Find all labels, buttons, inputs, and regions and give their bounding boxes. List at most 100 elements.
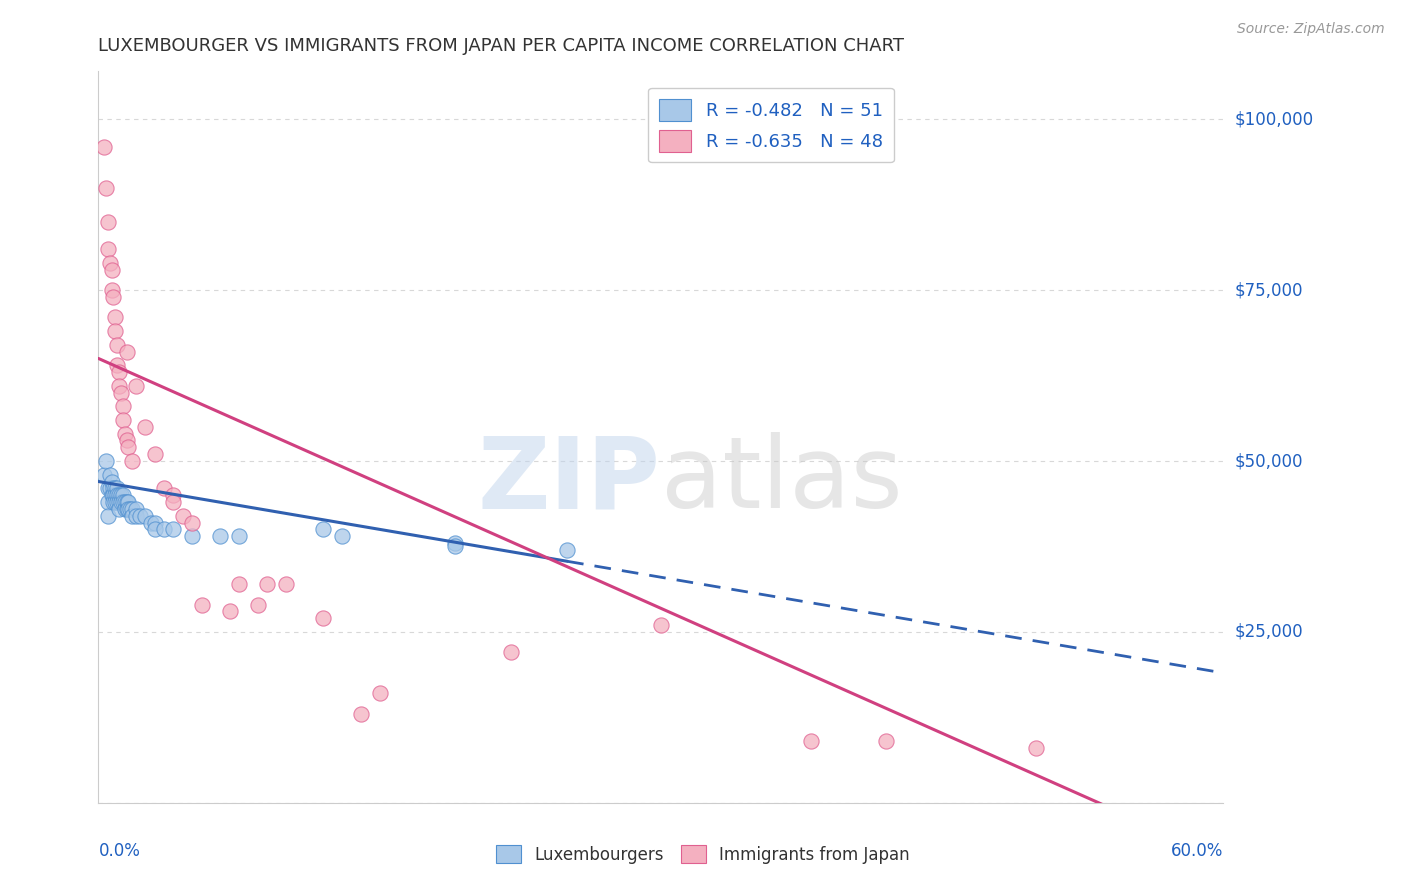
Point — [139, 516, 162, 530]
Point — [443, 540, 465, 554]
Point — [134, 420, 156, 434]
Point — [98, 481, 121, 495]
Point — [312, 611, 335, 625]
Point — [111, 488, 134, 502]
Point — [105, 359, 128, 373]
Point — [105, 481, 128, 495]
Text: atlas: atlas — [661, 433, 903, 530]
Text: $50,000: $50,000 — [1234, 452, 1303, 470]
Point — [115, 434, 138, 448]
Point — [100, 475, 122, 489]
Point — [108, 488, 131, 502]
Point — [93, 139, 115, 153]
Point — [153, 481, 176, 495]
Legend: R = -0.482   N = 51, R = -0.635   N = 48: R = -0.482 N = 51, R = -0.635 N = 48 — [648, 87, 894, 162]
Point — [94, 454, 117, 468]
Point — [108, 495, 131, 509]
Point — [114, 501, 136, 516]
Point — [274, 577, 297, 591]
Point — [108, 365, 131, 379]
Legend: Luxembourgers, Immigrants from Japan: Luxembourgers, Immigrants from Japan — [489, 838, 917, 871]
Point — [555, 542, 578, 557]
Point — [98, 467, 121, 482]
Point — [104, 495, 127, 509]
Point — [108, 379, 131, 393]
Point — [115, 344, 138, 359]
Point — [800, 734, 823, 748]
Point — [104, 481, 127, 495]
Point — [650, 618, 672, 632]
Point — [312, 522, 335, 536]
Point — [181, 516, 204, 530]
Point — [125, 379, 148, 393]
Point — [100, 283, 122, 297]
Point — [330, 529, 353, 543]
Point — [246, 598, 269, 612]
Point — [97, 215, 120, 229]
Point — [110, 495, 132, 509]
Point — [114, 495, 136, 509]
Point — [125, 501, 148, 516]
Point — [104, 310, 127, 325]
Point — [93, 467, 115, 482]
Text: $25,000: $25,000 — [1234, 623, 1303, 641]
Point — [100, 488, 122, 502]
Point — [103, 290, 125, 304]
Point — [499, 645, 522, 659]
Point — [111, 413, 134, 427]
Point — [162, 522, 184, 536]
Text: $75,000: $75,000 — [1234, 281, 1303, 299]
Point — [368, 686, 391, 700]
Point — [125, 508, 148, 523]
Text: 0.0%: 0.0% — [98, 842, 141, 860]
Point — [218, 604, 240, 618]
Text: $100,000: $100,000 — [1234, 111, 1313, 128]
Point — [98, 256, 121, 270]
Point — [105, 488, 128, 502]
Point — [111, 495, 134, 509]
Point — [105, 338, 128, 352]
Point — [105, 495, 128, 509]
Point — [162, 488, 184, 502]
Point — [103, 495, 125, 509]
Point — [103, 481, 125, 495]
Point — [104, 488, 127, 502]
Point — [117, 495, 139, 509]
Point — [228, 577, 250, 591]
Point — [172, 508, 194, 523]
Point — [120, 501, 142, 516]
Point — [228, 529, 250, 543]
Point — [115, 495, 138, 509]
Point — [256, 577, 278, 591]
Text: 60.0%: 60.0% — [1171, 842, 1223, 860]
Point — [97, 495, 120, 509]
Text: LUXEMBOURGER VS IMMIGRANTS FROM JAPAN PER CAPITA INCOME CORRELATION CHART: LUXEMBOURGER VS IMMIGRANTS FROM JAPAN PE… — [98, 37, 904, 54]
Point — [875, 734, 897, 748]
Point — [143, 447, 166, 461]
Point — [134, 508, 156, 523]
Point — [115, 501, 138, 516]
Point — [111, 400, 134, 414]
Point — [100, 262, 122, 277]
Point — [94, 180, 117, 194]
Point — [181, 529, 204, 543]
Point — [350, 706, 373, 721]
Point — [117, 440, 139, 454]
Point — [108, 501, 131, 516]
Point — [110, 385, 132, 400]
Point — [103, 488, 125, 502]
Point — [110, 488, 132, 502]
Point — [162, 495, 184, 509]
Point — [143, 516, 166, 530]
Point — [1025, 741, 1047, 756]
Point — [97, 508, 120, 523]
Point — [114, 426, 136, 441]
Point — [143, 522, 166, 536]
Point — [153, 522, 176, 536]
Point — [121, 501, 143, 516]
Point — [209, 529, 232, 543]
Text: Source: ZipAtlas.com: Source: ZipAtlas.com — [1237, 22, 1385, 37]
Point — [128, 508, 150, 523]
Point — [97, 481, 120, 495]
Point — [190, 598, 212, 612]
